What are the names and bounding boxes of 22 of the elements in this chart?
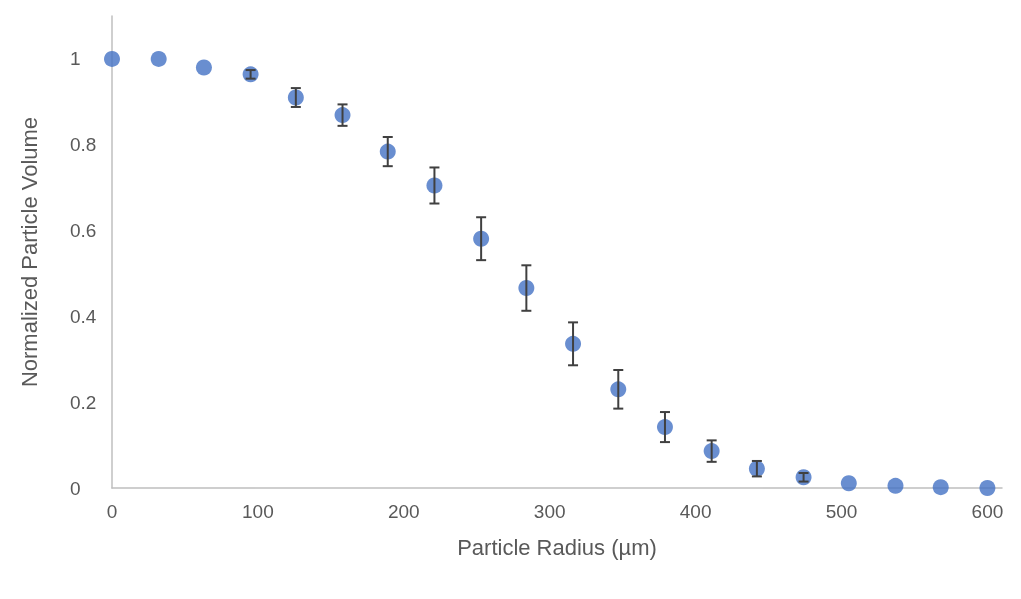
y-tick-label: 0.2 (70, 391, 97, 413)
x-tick-label: 400 (679, 501, 712, 522)
point (887, 477, 904, 494)
y-tick-label: 0.8 (70, 134, 97, 156)
y-tick-label: 1 (70, 48, 81, 70)
x-tick-label: 300 (533, 501, 566, 522)
point (104, 50, 120, 67)
point (932, 479, 949, 496)
x-tick-label: 100 (242, 501, 274, 522)
point (195, 59, 212, 76)
y-tick-label: 0 (70, 477, 81, 499)
y-axis-title: Normalized Particle Volume (16, 116, 42, 388)
point (979, 480, 996, 496)
x-tick-label: 600 (971, 501, 1004, 522)
x-tick-label: 0 (106, 501, 118, 522)
x-tick-label: 200 (387, 501, 420, 522)
y-tick-label: 0.4 (70, 305, 97, 327)
y-tick-label: 0.6 (70, 220, 97, 242)
x-tick-label: 500 (825, 501, 858, 522)
x-axis-title: Particle Radius (µm) (457, 534, 657, 560)
point (150, 50, 167, 67)
point (840, 475, 857, 492)
